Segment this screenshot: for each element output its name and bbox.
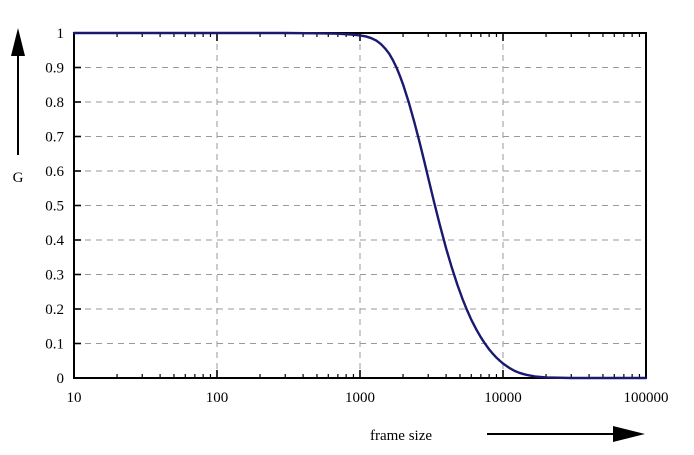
y-tick-label: 0.6 [45, 164, 64, 180]
y-axis-arrow [11, 28, 25, 155]
y-axis-ticks [74, 66, 81, 345]
x-axis-arrow [487, 426, 645, 442]
y-tick-label: 1 [57, 26, 65, 42]
x-axis-label: frame size [370, 428, 432, 444]
y-tick-label: 0.5 [45, 199, 64, 215]
y-tick-label: 0.7 [45, 130, 64, 146]
y-arrow-head [11, 28, 25, 56]
x-axis-tick-labels: 10 100 1000 10000 100000 [67, 390, 669, 406]
y-tick-label: 0.8 [45, 95, 64, 111]
y-tick-label: 0.1 [45, 337, 64, 353]
x-tick-label: 10 [67, 390, 82, 406]
x-arrow-head [613, 426, 645, 442]
y-axis-tick-labels: 0 0.1 0.2 0.3 0.4 0.5 0.6 0.7 0.8 0.9 1 [45, 26, 64, 387]
x-tick-label: 100 [206, 390, 229, 406]
y-tick-label: 0.4 [45, 233, 64, 249]
y-tick-label: 0 [57, 371, 65, 387]
y-axis-label: G [13, 170, 24, 186]
x-tick-label: 100000 [624, 390, 669, 406]
x-tick-label: 1000 [345, 390, 375, 406]
data-series-line [72, 31, 648, 380]
x-tick-label: 10000 [484, 390, 522, 406]
vertical-gridlines [216, 33, 504, 378]
y-tick-label: 0.9 [45, 61, 64, 77]
y-tick-label: 0.3 [45, 268, 64, 284]
y-tick-label: 0.2 [45, 302, 64, 318]
